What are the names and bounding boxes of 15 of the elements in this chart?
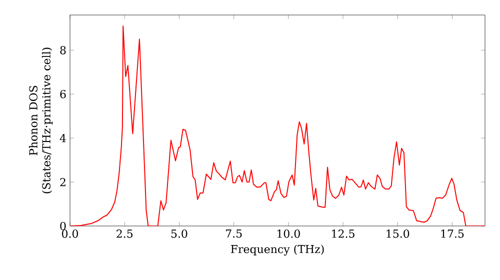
x-tick-label: 5.0 [171, 230, 188, 238]
y-tick-label: 4 [60, 134, 66, 142]
x-tick-label: 12.5 [332, 230, 354, 238]
y-tick-label: 2 [60, 178, 66, 186]
x-tick-label: 10.0 [278, 230, 300, 238]
x-tick-label: 7.5 [226, 230, 242, 238]
y-axis-title: Phonon DOS (States/THz·primitive cell) [28, 48, 53, 194]
y-tick-label: 0 [60, 222, 66, 230]
x-axis-title: Frequency (THz) [230, 244, 324, 256]
x-tick-label: 2.5 [116, 230, 133, 238]
x-tick-label: 0.0 [62, 230, 78, 238]
y-tick-label: 8 [60, 46, 66, 54]
x-tick-label: 15.0 [386, 230, 410, 238]
x-tick-label: 17.5 [441, 230, 464, 238]
y-tick-label: 6 [60, 90, 66, 98]
